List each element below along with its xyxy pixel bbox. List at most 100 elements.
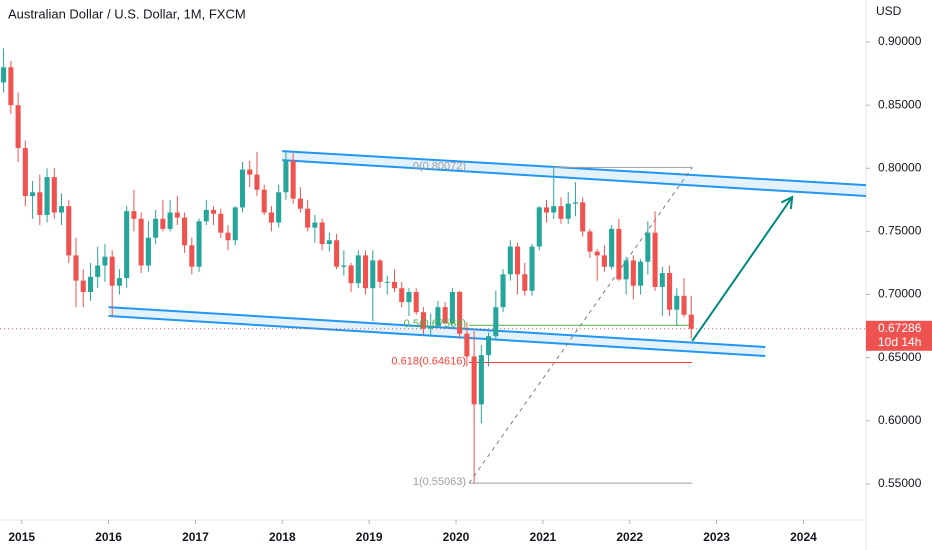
candle-body — [565, 203, 571, 219]
candle-body — [522, 274, 528, 291]
price-tag — [866, 320, 932, 351]
candle-body — [536, 207, 542, 247]
candle-body — [8, 67, 14, 106]
countdown-label: 10d 14h — [878, 335, 921, 349]
candle-body — [160, 218, 166, 229]
candle-body — [413, 292, 419, 313]
x-tick-label: 2023 — [703, 530, 730, 544]
candle-body — [659, 273, 665, 287]
fib-label: 0.5(0.67568) — [404, 318, 466, 330]
candle-body — [319, 222, 325, 245]
chart-title: Australian Dollar / U.S. Dollar, 1M, FXC… — [8, 6, 246, 21]
candle-body — [587, 231, 593, 252]
candle-body — [334, 240, 340, 267]
candle-body — [601, 255, 607, 267]
fib-label: 0(0.80072) — [413, 160, 466, 172]
candle-body — [543, 207, 550, 213]
x-tick-label: 2021 — [530, 530, 557, 544]
y-tick-label: 0.70000 — [878, 287, 922, 301]
candle-body — [616, 228, 622, 280]
y-tick-label: 0.90000 — [878, 34, 922, 48]
candle-body — [239, 169, 246, 208]
candle-body — [609, 228, 615, 267]
candle-body — [399, 288, 405, 303]
x-tick-label: 2016 — [95, 530, 122, 544]
candle-body — [638, 261, 644, 286]
x-tick-label: 2019 — [356, 530, 383, 544]
y-tick-label: 0.80000 — [878, 160, 922, 174]
y-tick-label: 0.55000 — [878, 476, 922, 490]
candle-body — [529, 246, 535, 291]
candle-body — [428, 326, 434, 329]
candle-body — [109, 256, 115, 286]
candle-body — [276, 192, 282, 223]
candle-body — [515, 246, 521, 275]
candle-body — [174, 212, 180, 218]
candle-body — [478, 355, 484, 405]
channel-line — [282, 150, 867, 187]
candle-body — [449, 292, 455, 324]
candle-body — [493, 307, 499, 337]
channel-line — [108, 314, 766, 358]
candle-body — [116, 278, 122, 286]
candle-body — [348, 265, 354, 284]
candle-body — [558, 206, 564, 219]
candle-body — [182, 217, 188, 246]
candle-body — [326, 240, 332, 245]
candle-body — [66, 206, 72, 256]
candles — [1, 48, 694, 484]
candle-body — [594, 251, 600, 256]
candle-body — [1, 67, 7, 83]
candle-body — [153, 218, 159, 238]
candle-body — [580, 202, 586, 232]
candle-body — [218, 213, 224, 233]
candle-body — [305, 208, 311, 228]
candle-body — [261, 189, 267, 213]
candle-body — [384, 281, 390, 283]
channel-fill — [282, 151, 867, 197]
candle-body — [551, 206, 557, 213]
channel-fill — [108, 307, 766, 357]
candle-body — [652, 232, 658, 287]
candle-body — [471, 356, 477, 405]
candle-body — [290, 160, 296, 199]
candle-body — [73, 255, 79, 281]
arrow-head — [780, 195, 794, 210]
candle-body — [681, 295, 687, 315]
candle-body — [645, 232, 651, 262]
candle-body — [500, 274, 506, 308]
candle-body — [167, 212, 173, 229]
candle-body — [363, 255, 369, 289]
candle-body — [37, 192, 43, 215]
candle-body — [254, 174, 260, 190]
candle-body — [674, 295, 680, 310]
candle-body — [232, 207, 238, 241]
y-tick-label: 0.75000 — [878, 224, 922, 238]
candle-body — [630, 260, 636, 286]
candle-body — [247, 169, 253, 175]
candle-body — [30, 192, 36, 197]
candle-body — [80, 280, 86, 293]
candle-body — [370, 260, 376, 289]
candle-body — [44, 177, 50, 215]
candle-body — [124, 211, 130, 279]
candle-body — [667, 273, 673, 310]
candle-body — [464, 333, 470, 357]
candle-body — [87, 276, 94, 293]
candle-body — [355, 255, 361, 284]
x-tick-label: 2020 — [443, 530, 470, 544]
fib-label: 1(0.55063) — [413, 476, 466, 488]
candle-body — [341, 265, 347, 267]
candle-body — [268, 212, 274, 223]
candle-body — [457, 292, 463, 334]
candle-body — [312, 222, 318, 228]
candle-body — [297, 198, 303, 209]
candle-body — [442, 307, 448, 324]
candle-body — [420, 312, 426, 329]
candle-body — [391, 281, 398, 289]
candle-body — [102, 256, 108, 266]
channel-line — [108, 306, 766, 349]
channel-line — [282, 159, 867, 198]
